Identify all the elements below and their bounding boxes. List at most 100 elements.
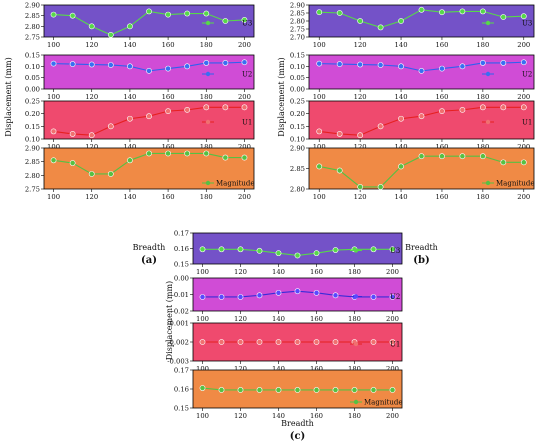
- y-tick-label: 0.17: [174, 367, 189, 375]
- legend-marker: [205, 20, 211, 26]
- data-point: [520, 59, 527, 66]
- y-tick-label: 0.16: [174, 245, 189, 253]
- data-point: [165, 108, 171, 115]
- data-point: [370, 339, 377, 345]
- y-tick-label: 2.70: [290, 34, 305, 42]
- x-axis-label: Breadth: [133, 243, 166, 252]
- x-tick-label: 120: [85, 93, 98, 101]
- x-tick-label: 160: [310, 315, 323, 323]
- data-point: [439, 108, 445, 115]
- legend-marker: [205, 119, 211, 125]
- data-point: [218, 246, 225, 253]
- x-tick-label: 100: [47, 41, 60, 49]
- data-point: [256, 339, 263, 345]
- data-point: [294, 252, 301, 259]
- data-point: [218, 339, 225, 345]
- data-point: [439, 65, 445, 72]
- x-tick-label: 160: [435, 93, 448, 101]
- x-tick-label: 140: [123, 93, 136, 101]
- y-tick-label: 2.80: [25, 172, 40, 180]
- y-tick-label: 0.20: [290, 110, 305, 118]
- data-point: [294, 288, 301, 295]
- data-point: [146, 8, 152, 15]
- x-tick-label: 100: [313, 41, 326, 49]
- x-tick-label: 180: [476, 93, 489, 101]
- legend-label: Magnitude: [496, 180, 535, 188]
- data-point: [107, 171, 114, 177]
- data-point: [336, 167, 343, 174]
- legend-label: U2: [522, 71, 532, 79]
- panel-label: (a): [141, 255, 157, 266]
- x-tick-label: 100: [313, 93, 326, 101]
- data-point: [146, 113, 152, 120]
- x-tick-label: 100: [196, 412, 209, 420]
- data-point: [313, 250, 320, 257]
- y-tick-label: 0.20: [25, 110, 40, 118]
- data-point: [520, 13, 527, 20]
- data-point: [479, 60, 486, 66]
- x-tick-label: 140: [395, 143, 408, 151]
- data-point: [377, 184, 384, 190]
- x-tick-label: 180: [200, 93, 213, 101]
- y-tick-label: 2.85: [25, 158, 40, 166]
- data-point: [370, 246, 377, 253]
- y-tick-label: 0.15: [25, 123, 40, 131]
- data-point: [107, 62, 114, 68]
- x-tick-label: 180: [476, 41, 489, 49]
- data-point: [357, 184, 364, 190]
- x-tick-label: 200: [238, 93, 251, 101]
- data-point: [316, 128, 323, 135]
- x-tick-label: 100: [196, 268, 209, 276]
- y-tick-label: 0.10: [290, 136, 305, 144]
- data-point: [294, 387, 301, 393]
- x-tick-label: 180: [200, 41, 213, 49]
- data-point: [222, 18, 229, 24]
- x-tick-label: 140: [272, 412, 285, 420]
- data-point: [332, 339, 339, 345]
- y-tick-label: 0.15: [290, 123, 305, 131]
- data-point: [316, 163, 323, 170]
- data-point: [316, 60, 323, 67]
- legend-marker: [205, 180, 211, 186]
- data-point: [500, 159, 507, 166]
- y-tick-label: -0.01: [172, 291, 189, 299]
- legend-marker: [205, 71, 211, 77]
- data-point: [237, 294, 244, 300]
- data-point: [256, 292, 263, 299]
- legend-marker: [353, 399, 359, 405]
- subplot-u1: -0.003 -0.002 -0.001 100 120 140 160 180 200 U1: [167, 320, 403, 373]
- data-point: [500, 14, 507, 20]
- data-point: [357, 132, 364, 139]
- data-point: [316, 9, 323, 16]
- x-tick-label: 200: [238, 41, 251, 49]
- y-tick-label: 2.75: [290, 26, 305, 34]
- x-tick-label: 140: [272, 268, 285, 276]
- data-point: [418, 67, 425, 74]
- x-tick-label: 140: [395, 93, 408, 101]
- x-tick-label: 180: [476, 193, 489, 201]
- data-point: [313, 289, 320, 296]
- x-tick-label: 160: [162, 41, 175, 49]
- x-tick-label: 160: [310, 365, 323, 373]
- x-tick-label: 180: [476, 143, 489, 151]
- data-point: [398, 163, 404, 170]
- data-point: [479, 104, 486, 111]
- x-tick-label: 120: [354, 143, 367, 151]
- data-point: [199, 294, 206, 300]
- data-point: [69, 61, 76, 67]
- data-point: [500, 60, 507, 66]
- y-tick-label: 0.10: [25, 136, 40, 144]
- x-tick-label: 160: [435, 193, 448, 201]
- subplot-u2: -0.02 -0.01 0.00 100 120 140 160 180 200 U2: [172, 275, 403, 323]
- y-tick-label: 0.00: [290, 86, 305, 94]
- data-point: [199, 246, 206, 253]
- x-tick-label: 160: [310, 412, 323, 420]
- data-point: [256, 387, 263, 393]
- data-point: [222, 60, 229, 66]
- data-point: [218, 387, 225, 393]
- data-point: [313, 387, 320, 393]
- data-point: [479, 153, 486, 160]
- x-tick-label: 180: [348, 365, 361, 373]
